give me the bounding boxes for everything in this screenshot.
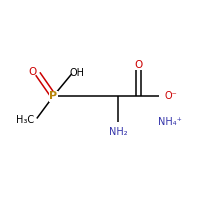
Text: O: O — [135, 60, 143, 70]
Text: NH₂: NH₂ — [109, 127, 128, 137]
Text: O⁻: O⁻ — [164, 91, 177, 101]
Text: H₃C: H₃C — [16, 115, 34, 125]
Text: OH: OH — [70, 68, 85, 78]
Text: P: P — [49, 91, 57, 101]
Text: O: O — [28, 67, 36, 77]
Text: NH₄⁺: NH₄⁺ — [158, 117, 182, 127]
